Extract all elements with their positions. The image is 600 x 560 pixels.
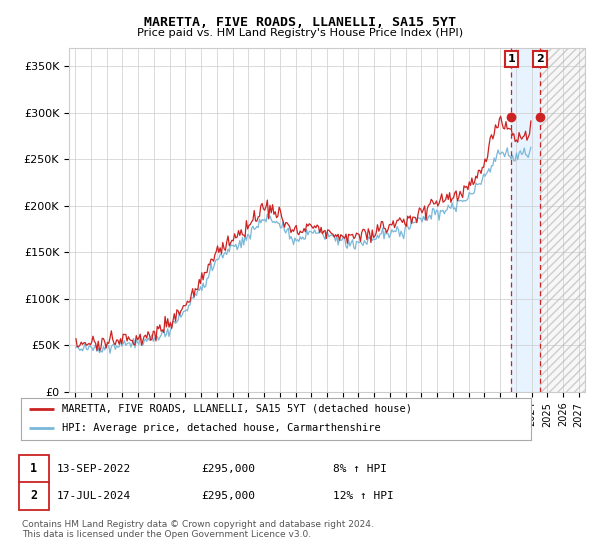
Text: Contains HM Land Registry data © Crown copyright and database right 2024.
This d: Contains HM Land Registry data © Crown c… — [22, 520, 373, 539]
Text: 1: 1 — [30, 462, 37, 475]
Text: £295,000: £295,000 — [201, 464, 255, 474]
Text: 2: 2 — [536, 54, 544, 64]
Text: 12% ↑ HPI: 12% ↑ HPI — [333, 491, 394, 501]
Text: £295,000: £295,000 — [201, 491, 255, 501]
Text: MARETTA, FIVE ROADS, LLANELLI, SA15 5YT: MARETTA, FIVE ROADS, LLANELLI, SA15 5YT — [144, 16, 456, 29]
Text: 17-JUL-2024: 17-JUL-2024 — [57, 491, 131, 501]
Text: 13-SEP-2022: 13-SEP-2022 — [57, 464, 131, 474]
Text: Price paid vs. HM Land Registry's House Price Index (HPI): Price paid vs. HM Land Registry's House … — [137, 28, 463, 38]
Text: 8% ↑ HPI: 8% ↑ HPI — [333, 464, 387, 474]
Bar — [540, 48, 585, 392]
Bar — [540, 48, 585, 392]
Bar — [511, 48, 540, 392]
Text: HPI: Average price, detached house, Carmarthenshire: HPI: Average price, detached house, Carm… — [62, 423, 380, 433]
Text: MARETTA, FIVE ROADS, LLANELLI, SA15 5YT (detached house): MARETTA, FIVE ROADS, LLANELLI, SA15 5YT … — [62, 404, 412, 414]
Text: 1: 1 — [508, 54, 515, 64]
Text: 2: 2 — [30, 489, 37, 502]
Bar — [540, 48, 585, 392]
